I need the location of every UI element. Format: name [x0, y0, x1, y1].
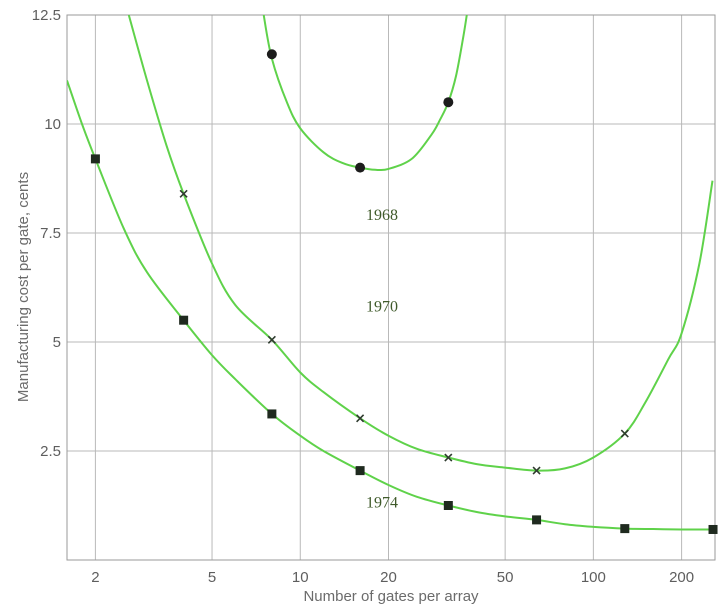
x-tick-label: 5 — [208, 569, 216, 586]
x-tick-label: 100 — [581, 569, 606, 586]
grid — [67, 14, 715, 560]
data-point-1970 — [356, 414, 365, 423]
curves — [67, 15, 714, 531]
plot-frame — [66, 14, 716, 561]
x-axis-title: Number of gates per array — [303, 588, 479, 605]
data-point-1968 — [443, 97, 454, 108]
series-labels: 1968 1970 1974 — [366, 207, 398, 512]
data-point-1974 — [620, 524, 630, 534]
y-tick-label: 2.5 — [40, 443, 61, 460]
data-point-1974 — [267, 409, 277, 419]
x-tick-label: 10 — [292, 569, 309, 586]
y-tick-label: 7.5 — [40, 225, 61, 242]
data-point-1970 — [267, 335, 276, 344]
y-tick-label: 10 — [44, 116, 61, 133]
series-label: 1970 — [366, 298, 398, 315]
data-point-1968 — [266, 49, 277, 60]
data-point-1974 — [179, 315, 189, 325]
y-axis-ticks: 2.5 5 7.5 10 12.5 — [32, 7, 61, 460]
data-point-1974 — [443, 501, 453, 510]
series-1968-curve — [262, 15, 468, 172]
y-tick-label: 12.5 — [32, 7, 61, 24]
x-tick-label: 50 — [497, 569, 514, 586]
data-point-1974 — [90, 154, 100, 164]
data-point-1974 — [532, 515, 542, 525]
y-tick-label: 5 — [53, 334, 61, 351]
x-axis-ticks: 2 5 10 20 50 100 200 — [91, 569, 694, 586]
series-1970-curve — [127, 15, 714, 472]
data-point-1970 — [444, 453, 453, 462]
data-point-1974 — [355, 466, 365, 476]
y-axis-title: Manufacturing cost per gate, cents — [15, 172, 32, 402]
x-tick-label: 200 — [669, 569, 694, 586]
data-point-1970 — [532, 466, 541, 475]
data-point-1974 — [708, 524, 718, 534]
data-point-1970 — [179, 189, 188, 198]
markers — [90, 49, 718, 534]
series-label: 1974 — [366, 495, 398, 512]
x-tick-label: 2 — [91, 569, 99, 586]
series-label: 1968 — [366, 207, 398, 224]
data-point-1970 — [620, 429, 629, 438]
data-point-1968 — [355, 162, 366, 173]
series-1974-curve — [67, 80, 714, 531]
x-tick-label: 20 — [380, 569, 397, 586]
